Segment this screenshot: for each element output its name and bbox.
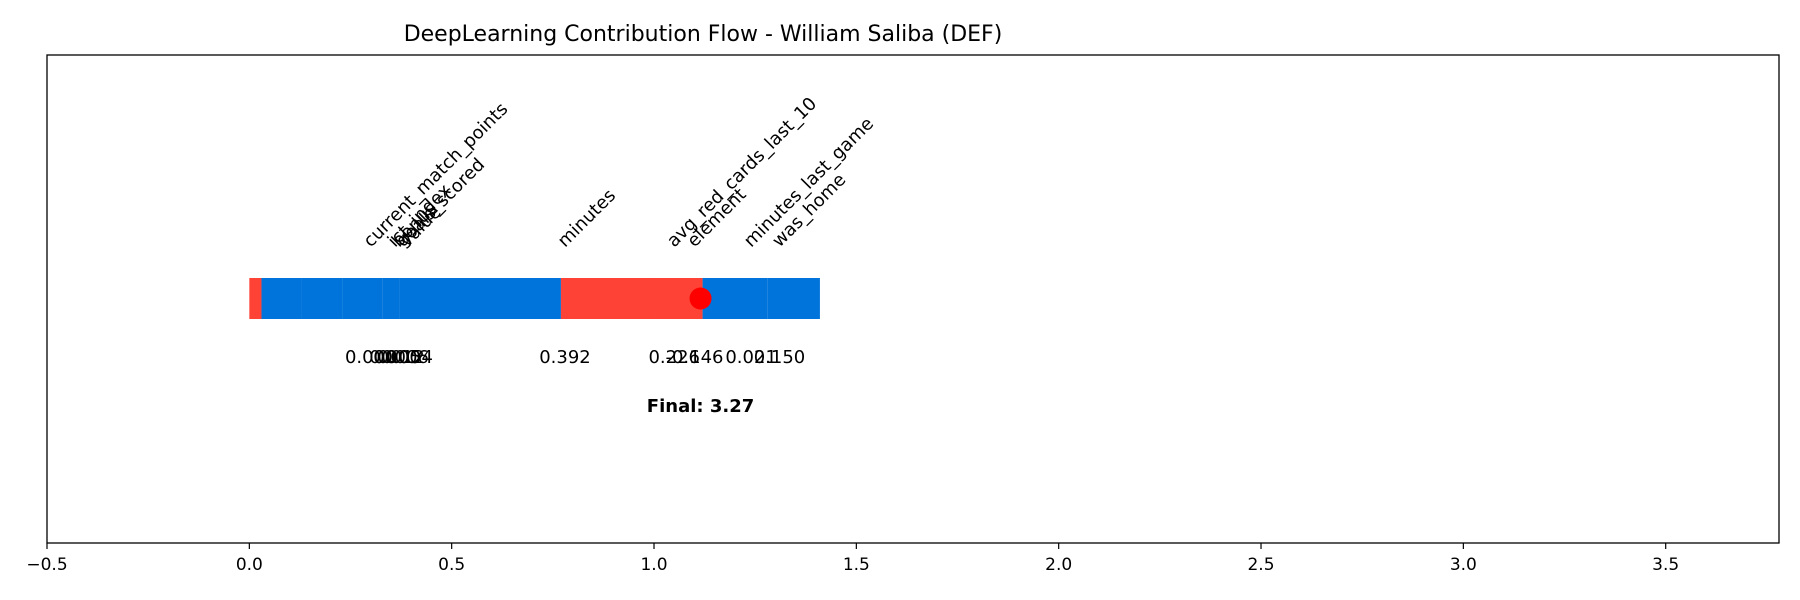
contribution-bar-avg-red-cards-last-10 [560, 278, 655, 319]
x-tick-label: 0.5 [438, 555, 465, 575]
value-label-ict-index: 0.000 [369, 347, 421, 368]
value-label-minutes: 0.392 [539, 347, 591, 368]
value-label-goals-scored: 0.006 [377, 347, 429, 368]
x-tick-label: 1.0 [640, 555, 667, 575]
plot-area: current_match_points0.000ict_index0.000g… [249, 93, 878, 417]
x-tick-label: −0.5 [26, 555, 67, 575]
value-label-avg-red-cards-last-10: 0.226 [648, 347, 700, 368]
final-point-marker [689, 287, 712, 310]
contribution-bar-minutes [399, 278, 561, 319]
x-tick-label: 1.5 [843, 555, 870, 575]
value-label-minutes-last-game: 0.021 [725, 347, 777, 368]
value-label-current-match-points: 0.000 [345, 347, 397, 368]
x-axis: −0.5 0.0 0.5 1.0 1.5 2.0 2.5 3.0 3.5 [26, 543, 1679, 575]
final-value-label: Final: 3.27 [647, 396, 754, 417]
value-label-value: 0.054 [381, 347, 433, 368]
feature-label-minutes-last-game: minutes_last_game [740, 113, 878, 251]
x-tick-label: 3.0 [1450, 555, 1477, 575]
value-label-was-home: 0.150 [754, 347, 806, 368]
contribution-bar-was-home [767, 278, 820, 319]
x-tick-label: 0.0 [236, 555, 263, 575]
x-tick-label: 2.5 [1247, 555, 1274, 575]
contribution-bar-value [382, 278, 400, 319]
x-tick-label: 2.0 [1045, 555, 1072, 575]
plot-frame [46, 54, 1780, 544]
contribution-bar-minutes-last-game [702, 278, 768, 319]
value-label-bonus: 0.012 [373, 347, 425, 368]
contribution-bar-goals-scored [301, 278, 343, 319]
value-label-element: -0.146 [665, 347, 723, 368]
contribution-bar-ict-index [261, 278, 302, 319]
chart-title: DeepLearning Contribution Flow - William… [404, 22, 1003, 47]
contribution-bar-current-match-points [249, 278, 262, 319]
contribution-bar-bonus [342, 278, 383, 319]
feature-label-current-match-points: current_match_points [359, 99, 512, 252]
x-tick-label: 3.5 [1652, 555, 1679, 575]
feature-label-minutes: minutes [554, 185, 620, 251]
